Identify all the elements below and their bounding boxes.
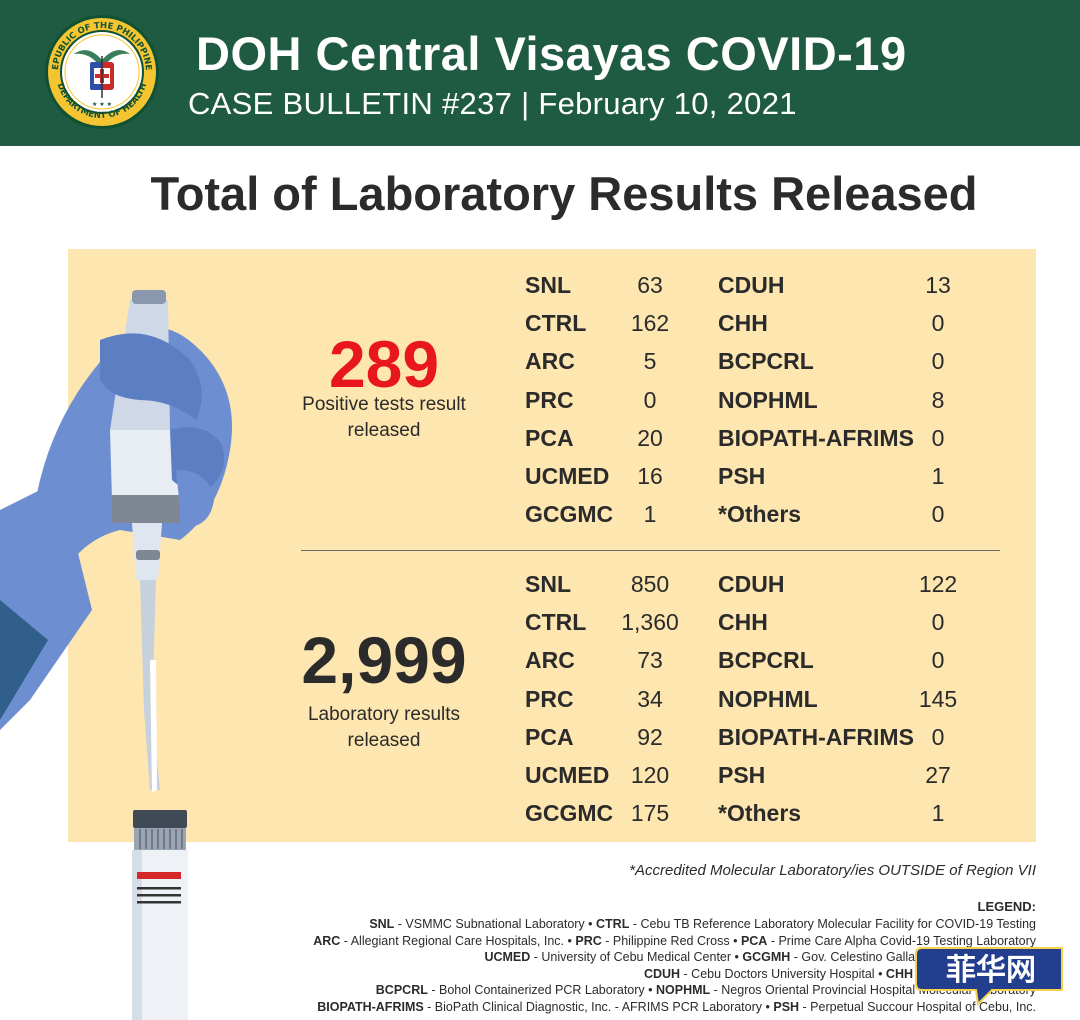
- lab-results-caption-line2: released: [347, 730, 421, 751]
- lab-name: PSH: [718, 762, 766, 788]
- watermark-text: 菲华网: [946, 953, 1036, 988]
- positive-caption: Positive tests result released: [284, 392, 484, 444]
- lab-name: SNL: [525, 571, 571, 597]
- lab-name: BCPCRL: [718, 647, 814, 674]
- lab-name: ARC: [525, 348, 575, 375]
- lab-count: 73: [637, 647, 663, 674]
- lab-name: CTRL: [525, 609, 587, 636]
- bulletin-subtitle: CASE BULLETIN #237 | February 10, 2021: [188, 86, 797, 121]
- legend-title: LEGEND:: [977, 899, 1037, 914]
- lab-count: 1: [931, 463, 945, 489]
- results-panel: [68, 249, 1036, 842]
- lab-count: 8: [931, 386, 945, 413]
- lab-name: UCMED: [525, 463, 610, 489]
- positive-total: 289: [328, 327, 440, 401]
- lab-name: ARC: [525, 647, 575, 674]
- lab-count: 92: [637, 723, 663, 750]
- lab-name: NOPHML: [718, 386, 818, 413]
- lab-count: 16: [637, 463, 663, 489]
- lab-count: 0: [931, 501, 945, 528]
- header-bar: ★ ★ ★ REPUBLIC OF THE PHILIPPINESDEPARTM…: [0, 0, 1080, 146]
- lab-count: 1,360: [621, 609, 679, 636]
- lab-count: 13: [925, 272, 951, 298]
- positive-caption-line2: released: [347, 420, 421, 441]
- lab-name: *Others: [718, 800, 802, 827]
- svg-text:★ ★ ★: ★ ★ ★: [92, 101, 112, 108]
- lab-name: PSH: [718, 463, 766, 489]
- lab-count: 0: [931, 348, 945, 375]
- legend-line: BIOPATH-AFRIMS - BioPath Clinical Diagno…: [317, 1000, 1036, 1014]
- lab-name: PRC: [525, 685, 574, 712]
- lab-count: 0: [931, 424, 945, 451]
- lab-name: CHH: [718, 310, 768, 337]
- lab-results-caption: Laboratory results released: [284, 702, 484, 754]
- footnote: *Accredited Molecular Laboratory/ies OUT…: [629, 862, 1036, 879]
- lab-name: PCA: [525, 424, 574, 451]
- lab-count: 20: [637, 424, 663, 451]
- lab-count: 175: [630, 800, 670, 827]
- lab-name: CTRL: [525, 310, 587, 337]
- lab-name: BIOPATH-AFRIMS: [718, 424, 914, 451]
- lab-count: 122: [918, 571, 958, 597]
- positive-caption-line1: Positive tests result: [302, 394, 466, 415]
- gloved-hand-pipette-icon: [0, 290, 232, 1020]
- lab-name: PRC: [525, 386, 574, 413]
- lab-name: CDUH: [718, 272, 785, 298]
- lab-count: 1: [931, 800, 945, 827]
- lab-count: 850: [630, 571, 670, 597]
- lab-count: 5: [643, 348, 657, 375]
- lab-name: BCPCRL: [718, 348, 814, 375]
- legend-line: UCMED - University of Cebu Medical Cente…: [484, 950, 1036, 965]
- lab-name: GCGMC: [525, 800, 614, 827]
- lab-count: 162: [630, 310, 670, 337]
- lab-name: CHH: [718, 609, 768, 636]
- lab-name: UCMED: [525, 762, 610, 788]
- lab-count: 0: [931, 647, 945, 674]
- lab-count: 63: [637, 272, 663, 298]
- lab-count: 120: [630, 762, 670, 788]
- section-title: Total of Laboratory Results Released: [150, 167, 978, 220]
- lab-count: 0: [931, 609, 945, 636]
- lab-results-total: 2,999: [301, 623, 467, 697]
- legend-line: ARC - Allegiant Regional Care Hospitals,…: [313, 933, 1036, 948]
- lab-count: 0: [931, 310, 945, 337]
- lab-name: NOPHML: [718, 685, 818, 712]
- lab-name: CDUH: [718, 571, 785, 597]
- lab-name: GCGMC: [525, 501, 614, 528]
- lab-name: PCA: [525, 723, 574, 750]
- lab-results-caption-line1: Laboratory results: [307, 704, 461, 725]
- lab-count: 0: [931, 723, 945, 750]
- lab-name: BIOPATH-AFRIMS: [718, 723, 914, 750]
- doh-seal-icon: ★ ★ ★ REPUBLIC OF THE PHILIPPINESDEPARTM…: [44, 14, 159, 129]
- legend-line: SNL - VSMMC Subnational Laboratory • CTR…: [369, 917, 1036, 931]
- lab-count: 34: [637, 685, 663, 712]
- lab-count: 145: [918, 685, 958, 712]
- lab-name: SNL: [525, 272, 571, 298]
- lab-count: 0: [643, 386, 657, 413]
- bulletin-title: DOH Central Visayas COVID-19: [196, 27, 907, 80]
- lab-name: *Others: [718, 501, 802, 528]
- watermark-logo: 菲华网: [915, 947, 1063, 1007]
- section-divider: [301, 550, 1000, 551]
- lab-count: 1: [643, 501, 657, 528]
- lab-count: 27: [925, 762, 951, 788]
